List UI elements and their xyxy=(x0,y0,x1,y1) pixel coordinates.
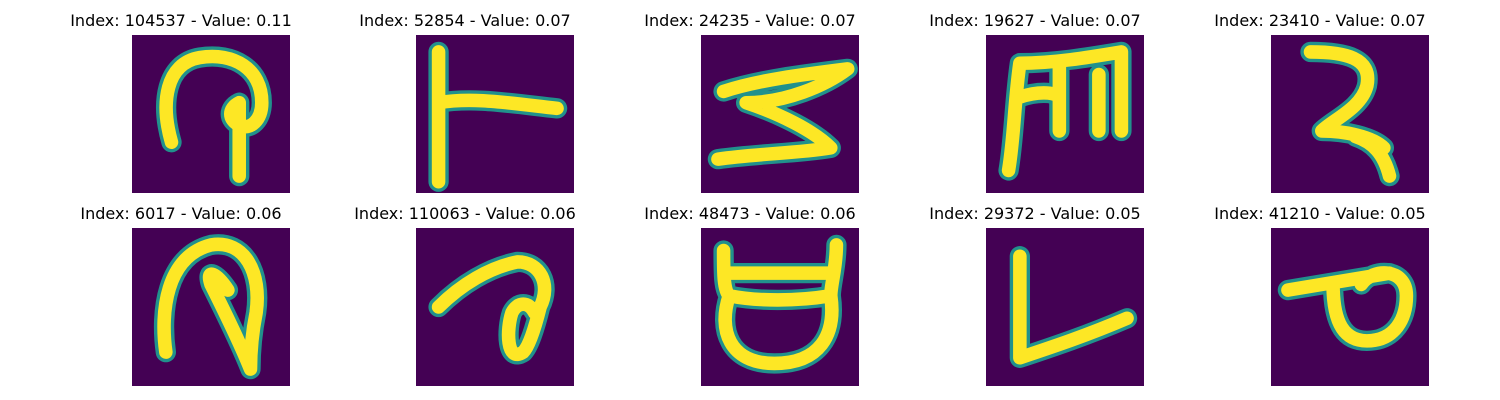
character-image xyxy=(416,228,574,386)
panel-title: Index: 41210 - Value: 0.05 xyxy=(1214,204,1426,223)
grid-panel: Index: 29372 - Value: 0.05 xyxy=(885,205,1185,395)
character-image xyxy=(701,228,859,386)
character-image xyxy=(1271,228,1429,386)
panel-title: Index: 19627 - Value: 0.07 xyxy=(929,11,1141,30)
panel-title: Index: 104537 - Value: 0.11 xyxy=(70,11,292,30)
grid-panel: Index: 24235 - Value: 0.07 xyxy=(600,12,900,202)
grid-panel: Index: 23410 - Value: 0.07 xyxy=(1170,12,1470,202)
character-image xyxy=(416,35,574,193)
character-image xyxy=(132,228,290,386)
grid-panel: Index: 41210 - Value: 0.05 xyxy=(1170,205,1470,395)
character-image xyxy=(132,35,290,193)
grid-panel: Index: 48473 - Value: 0.06 xyxy=(600,205,900,395)
grid-panel: Index: 19627 - Value: 0.07 xyxy=(885,12,1185,202)
panel-title: Index: 29372 - Value: 0.05 xyxy=(929,204,1141,223)
grid-panel: Index: 52854 - Value: 0.07 xyxy=(315,12,615,202)
character-image xyxy=(1271,35,1429,193)
grid-panel: Index: 6017 - Value: 0.06 xyxy=(31,205,331,395)
character-image xyxy=(986,228,1144,386)
character-image xyxy=(701,35,859,193)
character-image xyxy=(986,35,1144,193)
panel-title: Index: 6017 - Value: 0.06 xyxy=(80,204,282,223)
grid-panel: Index: 110063 - Value: 0.06 xyxy=(315,205,615,395)
panel-title: Index: 23410 - Value: 0.07 xyxy=(1214,11,1426,30)
panel-title: Index: 24235 - Value: 0.07 xyxy=(644,11,856,30)
panel-title: Index: 110063 - Value: 0.06 xyxy=(354,204,576,223)
panel-title: Index: 48473 - Value: 0.06 xyxy=(644,204,856,223)
grid-panel: Index: 104537 - Value: 0.11 xyxy=(31,12,331,202)
panel-title: Index: 52854 - Value: 0.07 xyxy=(359,11,571,30)
